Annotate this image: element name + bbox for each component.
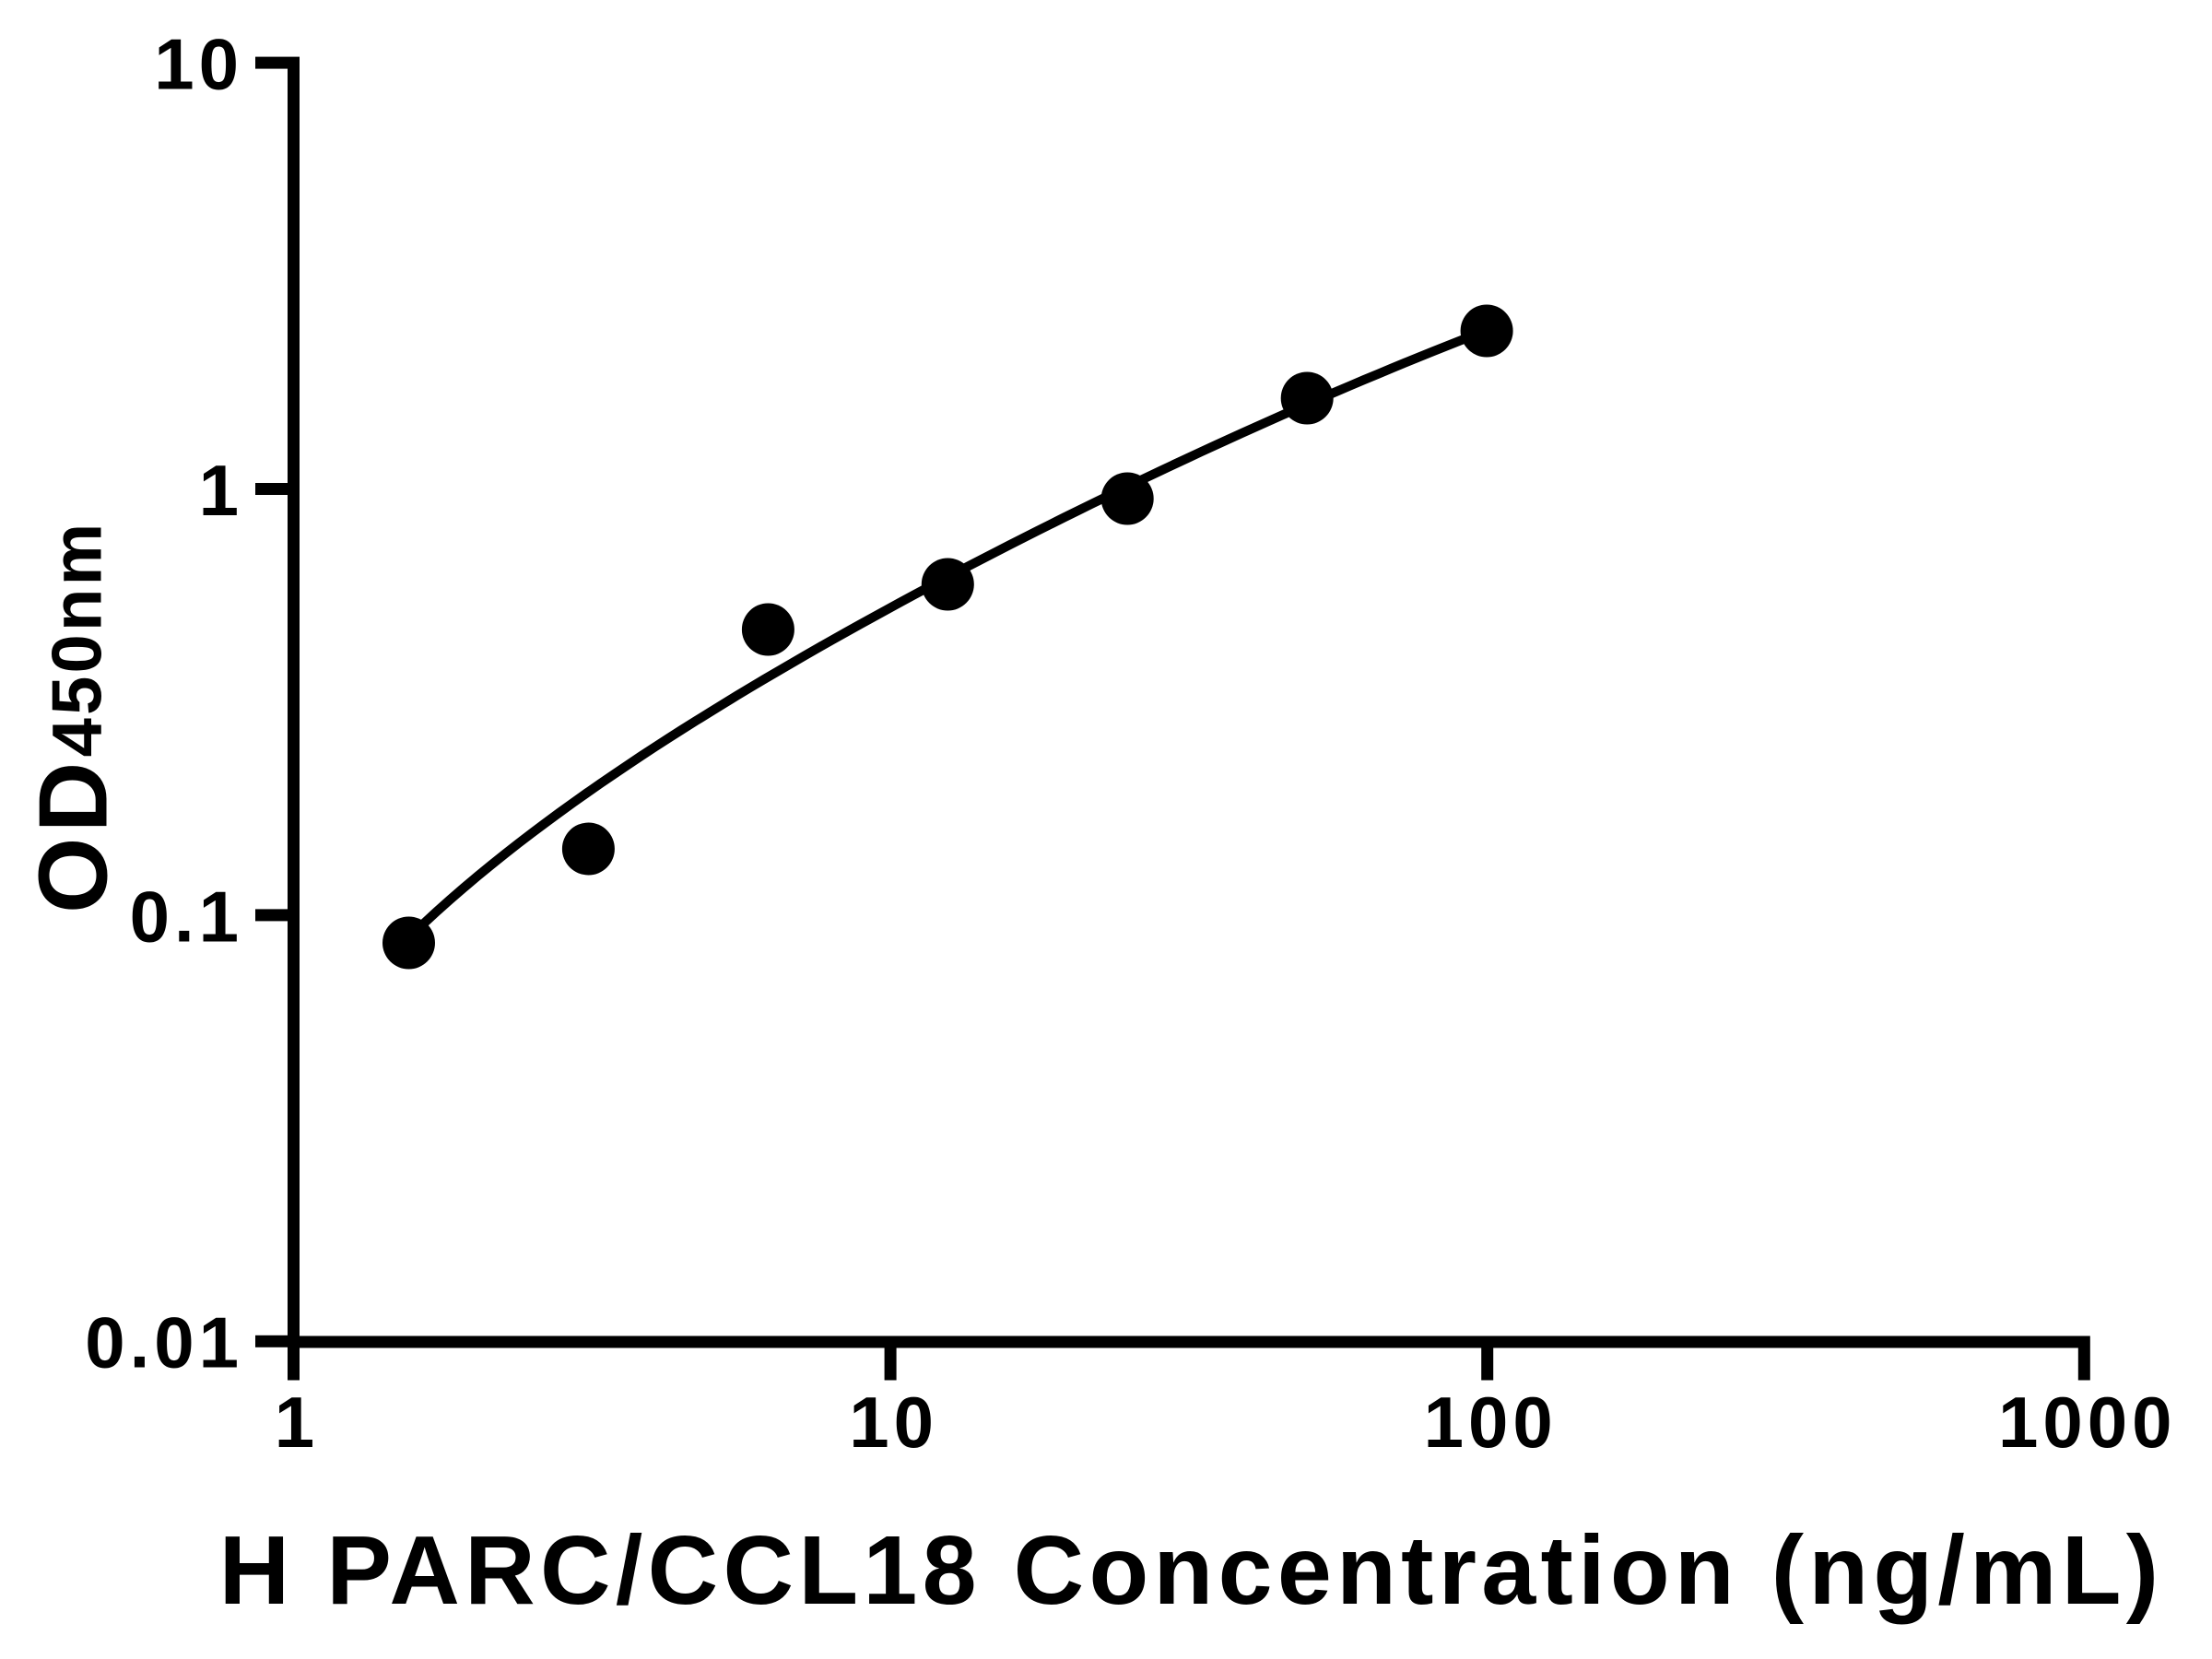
- svg-text:H PARC/CCL18 Concentration (ng: H PARC/CCL18 Concentration (ng/mL): [219, 1516, 2164, 1625]
- svg-text:10: 10: [849, 1382, 938, 1463]
- svg-text:0.01: 0.01: [85, 1302, 243, 1383]
- svg-text:1: 1: [275, 1382, 319, 1463]
- svg-text:1: 1: [199, 450, 243, 531]
- svg-text:1000: 1000: [1998, 1382, 2177, 1463]
- svg-text:0.1: 0.1: [130, 876, 243, 957]
- svg-text:10: 10: [154, 24, 243, 105]
- svg-text:100: 100: [1424, 1382, 1558, 1463]
